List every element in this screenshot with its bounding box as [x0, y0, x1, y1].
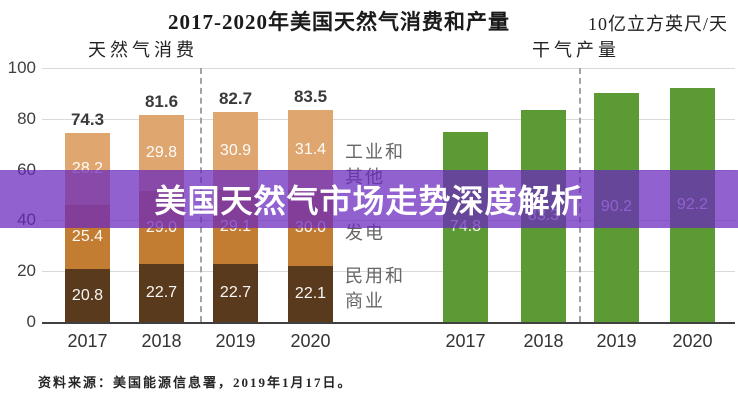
segment-value-label: 22.7 [219, 284, 252, 302]
gridline-20 [42, 271, 735, 273]
consumption-total-label-2020: 83.5 [293, 86, 328, 106]
legend-label-1: 发电 [345, 223, 385, 243]
x-axis-label-production-2019: 2019 [596, 331, 637, 351]
legend-label-2: 民用和 商业 [345, 266, 405, 311]
right-panel-subtitle: 干气产量 [532, 40, 620, 60]
y-axis-unit-label: 10亿立方英尺/天 [587, 14, 728, 34]
consumption-total-label-2019: 82.7 [218, 88, 253, 108]
segment-value-label: 29.8 [145, 143, 178, 161]
y-tick-label-20: 20 [17, 261, 36, 281]
segment-value-label: 25.4 [71, 227, 104, 245]
overlay-banner-text: 美国天然气市场走势深度解析 [154, 183, 584, 219]
left-panel-subtitle: 天然气消费 [88, 40, 198, 60]
consumption-total-label-2017: 74.3 [70, 110, 105, 130]
x-axis-label-production-2017: 2017 [445, 331, 486, 351]
consumption-total-label-2018: 81.6 [144, 91, 179, 111]
gridline-100 [42, 68, 735, 69]
consumption-bar-segment-2017-0: 20.8 [65, 269, 110, 322]
gridline-80 [42, 118, 735, 120]
x-axis-label-consumption-2019: 2019 [215, 331, 256, 351]
segment-value-label: 30.9 [219, 142, 252, 160]
x-axis-label-consumption-2018: 2018 [141, 331, 182, 351]
x-axis-label-consumption-2020: 2020 [290, 331, 331, 351]
consumption-bar-segment-2019-0: 22.7 [213, 264, 258, 322]
segment-value-label: 22.7 [145, 284, 178, 302]
y-tick-label-0: 0 [26, 312, 36, 331]
segment-value-label: 22.1 [294, 284, 327, 302]
y-tick-label-80: 80 [17, 108, 36, 128]
overlay-banner: 美国天然气市场走势深度解析 [0, 170, 738, 228]
y-tick-label-100: 100 [7, 58, 36, 77]
x-axis-label-production-2018: 2018 [523, 331, 564, 351]
segment-value-label: 20.8 [71, 286, 104, 304]
consumption-bar-segment-2018-0: 22.7 [139, 264, 184, 322]
source-note: 资料来源：美国能源信息署，2019年1月17日。 [38, 375, 353, 390]
x-axis-label-consumption-2017: 2017 [67, 331, 108, 351]
x-axis-label-production-2020: 2020 [672, 331, 713, 351]
x-axis-line [42, 322, 735, 324]
consumption-bar-segment-2020-0: 22.1 [288, 265, 333, 322]
segment-value-label: 31.4 [294, 140, 327, 158]
chart-title: 2017-2020年美国天然气消费和产量 [168, 10, 510, 34]
